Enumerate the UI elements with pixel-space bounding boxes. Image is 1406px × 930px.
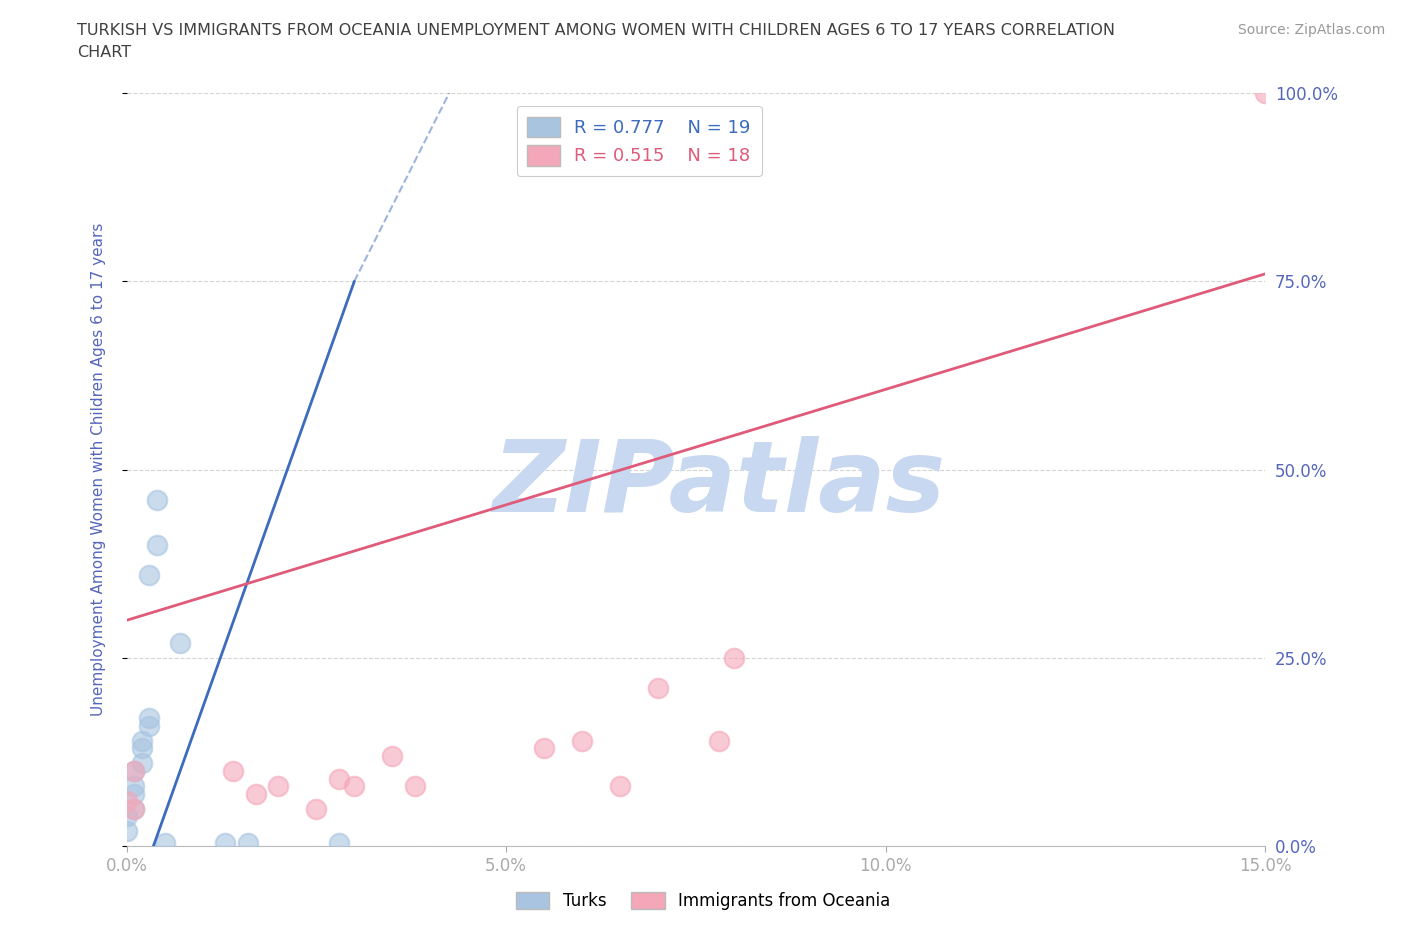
Point [723,651,745,666]
Point [707,734,730,749]
Point [122,778,145,793]
Legend: Turks, Immigrants from Oceania: Turks, Immigrants from Oceania [509,885,897,917]
Text: Source: ZipAtlas.com: Source: ZipAtlas.com [1237,23,1385,37]
Point [222,764,245,778]
Point [169,635,191,650]
Point [146,538,169,552]
Point [122,802,145,817]
Point [609,778,631,793]
Point [115,824,138,839]
Y-axis label: Unemployment Among Women with Children Ages 6 to 17 years: Unemployment Among Women with Children A… [91,223,105,716]
Point [245,786,267,801]
Point [131,756,153,771]
Text: TURKISH VS IMMIGRANTS FROM OCEANIA UNEMPLOYMENT AMONG WOMEN WITH CHILDREN AGES 6: TURKISH VS IMMIGRANTS FROM OCEANIA UNEMP… [77,23,1115,38]
Point [146,492,169,507]
Point [115,809,138,824]
Point [122,786,145,801]
Point [305,802,328,817]
Point [647,681,669,696]
Point [571,734,593,749]
Point [122,764,145,778]
Point [214,835,236,850]
Legend: R = 0.777    N = 19, R = 0.515    N = 18: R = 0.777 N = 19, R = 0.515 N = 18 [516,106,762,177]
Point [122,802,145,817]
Point [1254,86,1277,100]
Point [138,718,160,733]
Point [404,778,426,793]
Point [115,793,138,808]
Point [131,741,153,756]
Point [328,835,350,850]
Point [236,835,259,850]
Point [153,835,176,850]
Text: CHART: CHART [77,45,131,60]
Point [138,711,160,725]
Point [343,778,366,793]
Point [138,567,160,582]
Point [122,764,145,778]
Point [131,734,153,749]
Point [381,749,404,764]
Text: ZIPatlas: ZIPatlas [492,436,945,533]
Point [533,741,555,756]
Point [328,771,350,786]
Point [267,778,290,793]
